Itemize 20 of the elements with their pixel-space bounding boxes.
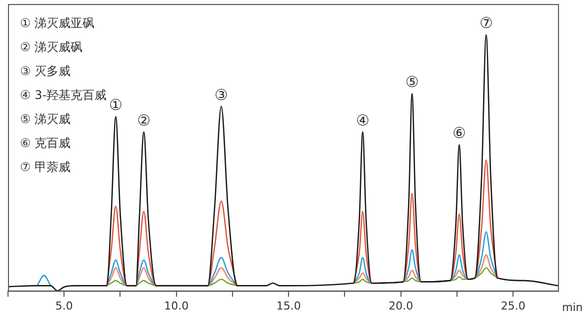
- annotation: ② 涕灭威砜: [20, 40, 83, 54]
- annotation: ④: [356, 111, 370, 130]
- annotation: ②: [137, 111, 151, 130]
- x-tick-label: 25.0: [500, 299, 526, 312]
- x-tick-label: 20.0: [388, 299, 414, 312]
- annotation: ⑤: [405, 73, 419, 92]
- x-tick-label: 15.0: [276, 299, 301, 312]
- annotation: ⑥ 克百威: [20, 136, 71, 150]
- annotation: ①: [109, 96, 122, 114]
- x-tick-label: 5.0: [55, 299, 73, 312]
- annotation: ④ 3-羟基克百威: [20, 88, 107, 102]
- annotation: ⑦ 甲萘威: [20, 160, 71, 174]
- annotation: ⑤ 涕灭威: [20, 112, 71, 126]
- annotation: ③ 灭多威: [20, 64, 71, 78]
- annotation: ③: [214, 86, 228, 104]
- text: ① 涕灭威亚砜: [20, 16, 95, 30]
- x-tick-label: 10.0: [164, 299, 189, 312]
- annotation: ⑥: [452, 124, 466, 142]
- annotation: ⑦: [479, 14, 493, 32]
- x-axis-title: min: [562, 301, 583, 314]
